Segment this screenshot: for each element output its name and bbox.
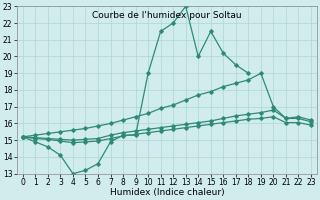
X-axis label: Humidex (Indice chaleur): Humidex (Indice chaleur) — [109, 188, 224, 197]
Text: Courbe de l'humidex pour Soltau: Courbe de l'humidex pour Soltau — [92, 11, 242, 20]
